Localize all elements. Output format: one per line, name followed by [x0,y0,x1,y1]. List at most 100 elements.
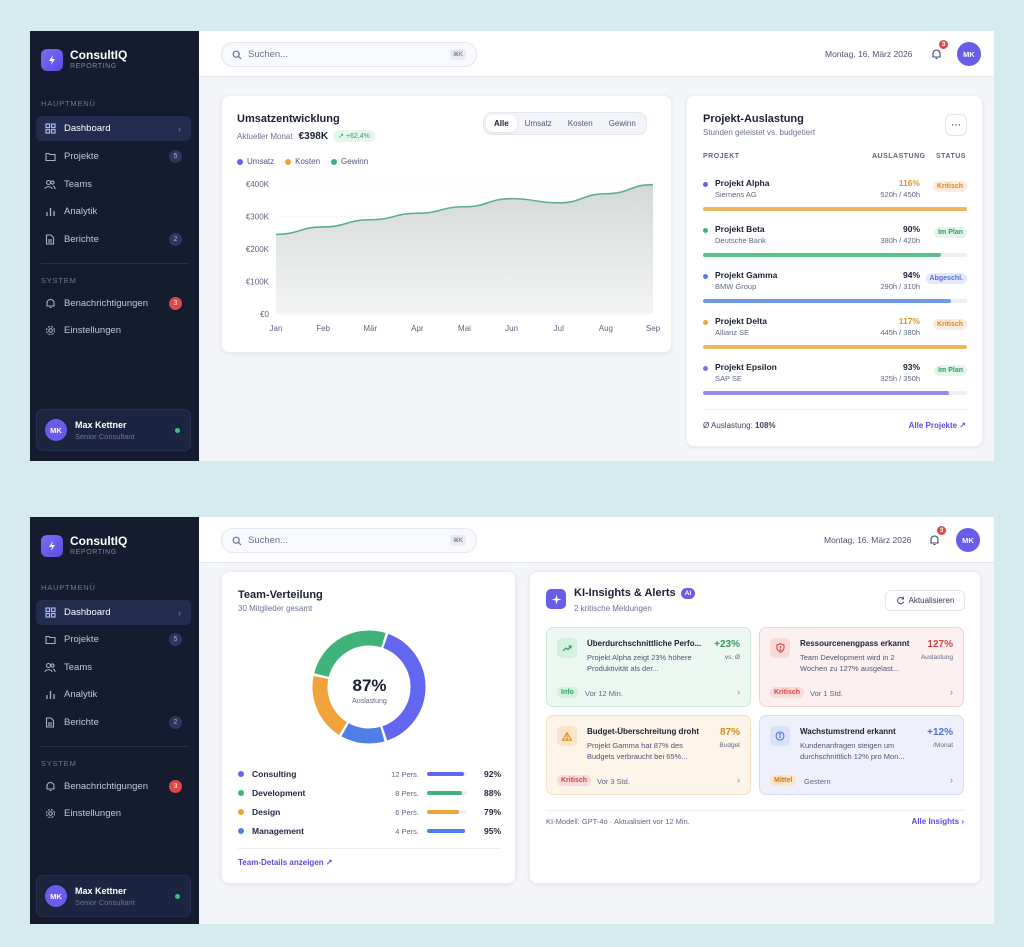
sidebar-item-teams[interactable]: Teams [36,655,191,680]
search-bar[interactable]: ⌘K [221,528,477,553]
sidebar-item-einstellungen[interactable]: Einstellungen [36,318,191,343]
project-name: Projekt Gamma [715,270,778,280]
search-bar[interactable]: ⌘K [221,42,477,67]
insight-value-label: vs. Ø [724,654,740,661]
project-hours: 290h / 310h [880,282,920,291]
team-dot [238,771,244,777]
team-count: 8 Pers. [395,788,419,798]
tab-alle[interactable]: Alle [486,115,517,132]
user-avatar[interactable]: MK [957,42,981,66]
sidebar-item-projekte[interactable]: Projekte 5 [36,144,191,169]
sidebar-item-teams[interactable]: Teams [36,172,191,197]
notifications-button[interactable]: 3 [925,525,947,549]
team-dot [238,809,244,815]
gear-icon [44,808,56,820]
sidebar-item-label: Dashboard [64,607,111,618]
insight-tag: Info [557,687,578,698]
sidebar-item-label: Berichte [64,234,99,245]
refresh-icon [896,596,904,605]
project-client: SAP SE [715,374,742,383]
refresh-button[interactable]: Aktualisieren [885,590,965,611]
donut-slice-management [341,723,385,744]
ai-model-info: KI-Modell: GPT-4o · Aktualisiert vor 12 … [546,817,690,826]
sidebar-item-label: Teams [64,662,92,673]
more-options-button[interactable]: ⋯ [945,114,967,136]
team-row[interactable]: Consulting 12 Pers. 92% [238,767,501,781]
team-name: Development [252,788,306,798]
brand[interactable]: ConsultIQ REPORTING [41,49,127,71]
card-title: Umsatzentwicklung [237,113,340,125]
insight-description: Projekt Gamma hat 87% des Budgets verbra… [587,741,688,761]
team-bar-fill [427,810,459,814]
divider [41,746,189,747]
sidebar-item-dashboard[interactable]: Dashboard › [36,600,191,625]
project-name: Projekt Beta [715,224,765,234]
insight-tag: Kritisch [770,687,805,698]
project-row[interactable]: Projekt Delta Allianz SE 117% 445h / 380h Kr… [703,314,967,356]
all-projects-link[interactable]: Alle Projekte ↗ [908,421,966,430]
user-card[interactable]: MK Max Kettner Senior Consultant [36,875,191,917]
donut-slice-consulting [382,633,426,741]
insight-card-budget[interactable]: Budget-Überschreitung droht Projekt Gamm… [546,715,751,795]
insight-card-growth[interactable]: Wachstumstrend erkannt Kundenanfragen st… [759,715,964,795]
sidebar-item-analytik[interactable]: Analytik [36,682,191,707]
team-bar-fill [427,791,463,795]
sidebar-item-benachrichtigungen[interactable]: Benachrichtigungen 3 [36,774,191,799]
gear-icon [44,325,56,337]
utilization-bar [703,299,967,303]
y-tick-label: €300K [246,213,270,222]
current-date: Montag, 16. März 2026 [825,49,913,59]
insight-tag: Mittel [770,775,797,786]
sidebar-item-analytik[interactable]: Analytik [36,199,191,224]
insight-title: Ressourcenengpass erkannt [800,639,910,648]
utilization-bar-fill [703,345,967,349]
all-insights-link[interactable]: Alle Insights › [911,817,964,826]
project-client: Deutsche Bank [715,236,766,245]
user-avatar[interactable]: MK [956,528,980,552]
tab-gewinn[interactable]: Gewinn [608,119,636,128]
sidebar-item-projekte[interactable]: Projekte 5 [36,627,191,652]
main-content: ⌘K Montag, 16. März 2026 3 MK Team-Verte… [199,517,994,924]
sidebar-item-label: Einstellungen [64,808,122,819]
sidebar-item-berichte[interactable]: Berichte 2 [36,227,191,252]
y-tick-label: €100K [246,278,270,287]
project-row[interactable]: Projekt Beta Deutsche Bank 90% 380h / 420h I… [703,222,967,264]
team-details-link[interactable]: Team-Details anzeigen ↗ [238,858,333,867]
team-row[interactable]: Design 6 Pers. 79% [238,805,501,819]
insight-value-label: /Monat [933,742,953,749]
sidebar-item-dashboard[interactable]: Dashboard › [36,116,191,141]
team-bar [427,810,467,814]
project-utilization: 117% [898,316,920,326]
team-percent: 88% [483,788,501,798]
insight-card-performance[interactable]: Überdurchschnittliche Perfo... Projekt A… [546,627,751,707]
project-row[interactable]: Projekt Alpha Siemens AG 116% 520h / 450h Kr… [703,176,967,218]
sidebar-item-einstellungen[interactable]: Einstellungen [36,801,191,826]
section-label-main: HAUPTMENÜ [41,99,96,108]
notifications-button[interactable]: 3 [927,39,949,63]
sidebar-item-berichte[interactable]: Berichte 2 [36,710,191,735]
column-header-project: PROJEKT [703,153,740,160]
project-hours: 445h / 380h [880,328,920,337]
tab-umsatz[interactable]: Umsatz [524,119,552,128]
insight-card-resource[interactable]: Ressourcenengpass erkannt Team Developme… [759,627,964,707]
team-dot [238,828,244,834]
sidebar-item-benachrichtigungen[interactable]: Benachrichtigungen 3 [36,291,191,316]
grid-icon [44,123,56,135]
project-row[interactable]: Projekt Epsilon SAP SE 93% 325h / 350h Im Pl… [703,360,967,402]
current-date: Montag, 16. März 2026 [824,535,912,545]
tab-kosten[interactable]: Kosten [567,119,593,128]
search-input[interactable] [248,49,438,60]
user-card[interactable]: MK Max Kettner Senior Consultant [36,409,191,451]
brand[interactable]: ConsultIQ REPORTING [41,535,127,557]
team-row[interactable]: Development 8 Pers. 88% [238,786,501,800]
project-row[interactable]: Projekt Gamma BMW Group 94% 290h / 310h Abge… [703,268,967,310]
card-title: KI-Insights & Alerts [574,587,676,599]
team-row[interactable]: Management 4 Pers. 95% [238,824,501,838]
ai-badge: AI [680,587,696,599]
info-icon [770,726,790,746]
search-input[interactable] [248,535,438,546]
status-badge: Abgeschl. [925,273,967,284]
count-badge: 2 [169,233,182,246]
sidebar-item-label: Projekte [64,151,99,162]
sparkle-icon [546,589,566,609]
